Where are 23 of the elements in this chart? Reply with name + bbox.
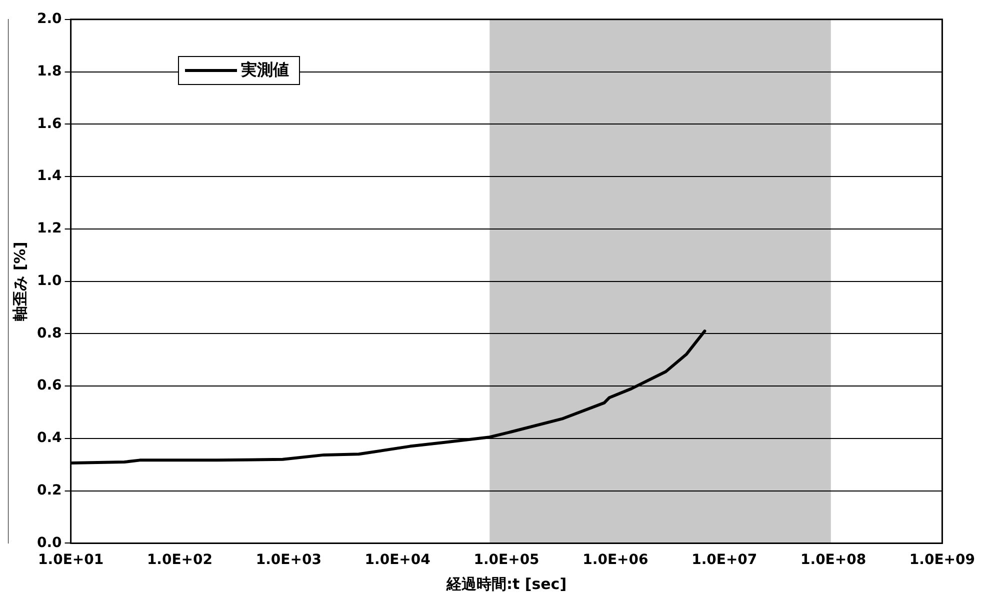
- x-tick-label: 1.0E+02: [146, 552, 213, 568]
- legend-label: 実測値: [241, 60, 289, 81]
- x-tick-label: 1.0E+08: [800, 552, 866, 568]
- y-tick-label: 0.8: [36, 325, 62, 342]
- x-tick-label: 1.0E+03: [256, 552, 322, 568]
- x-tick-label: 1.0E+06: [582, 552, 648, 568]
- y-tick-label: 1.8: [36, 63, 62, 80]
- y-tick-label: 1.0: [36, 272, 62, 289]
- y-tick-label: 1.2: [36, 220, 62, 237]
- x-tick-label: 1.0E+09: [909, 552, 975, 568]
- y-tick-label: 1.4: [36, 168, 62, 184]
- y-tick-label: 0.2: [36, 482, 62, 498]
- y-axis-title: 軸歪み [%]: [10, 242, 29, 322]
- x-tick-label: 1.0E+05: [474, 552, 540, 568]
- x-tick-label: 1.0E+01: [38, 552, 104, 568]
- x-axis-title: 経過時間:t [sec]: [445, 574, 567, 593]
- y-tick-label: 1.6: [36, 116, 62, 132]
- y-tick-label: 0.6: [36, 378, 62, 394]
- y-tick-label: 2.0: [36, 11, 62, 28]
- x-tick-label: 1.0E+07: [692, 552, 758, 568]
- x-tick-label: 1.0E+04: [364, 552, 431, 568]
- y-tick-label: 0.4: [36, 430, 62, 446]
- y-tick-label: 0.0: [36, 534, 62, 551]
